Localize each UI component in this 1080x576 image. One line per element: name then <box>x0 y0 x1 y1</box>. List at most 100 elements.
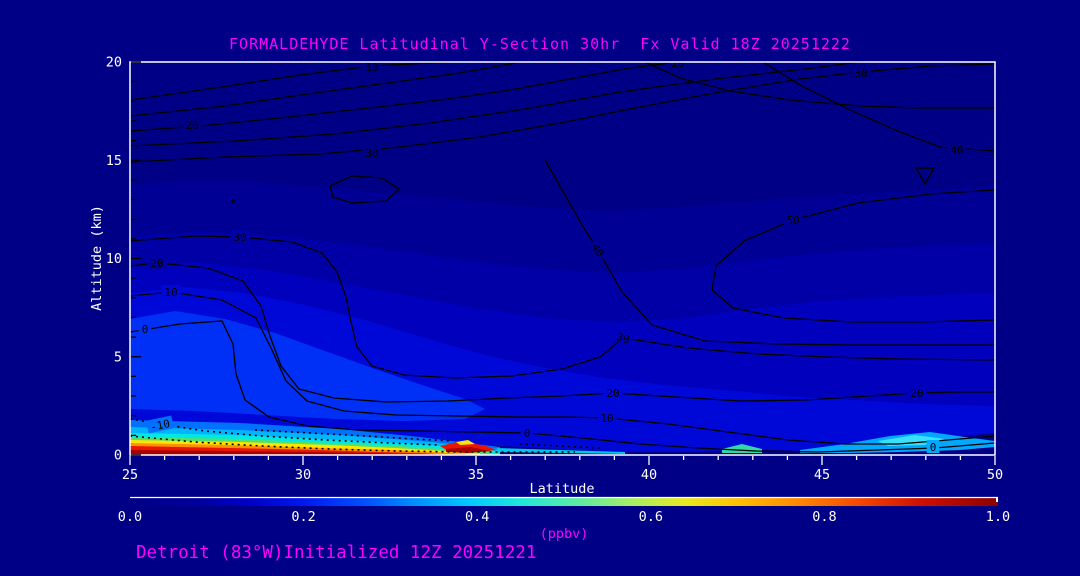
contour-label-bg <box>138 322 152 335</box>
plot-title: FORMALDEHYDE Latitudinal Y-Section 30hr … <box>229 35 851 53</box>
colorbar-tick-label: 0.0 <box>118 509 142 525</box>
contour-label-bg <box>947 143 967 156</box>
fill-region <box>130 311 485 421</box>
contour-line-dotted <box>130 435 575 453</box>
contour-label: 0 <box>138 322 152 336</box>
contour-label-text: 20 <box>671 57 684 70</box>
fill-region <box>497 448 625 454</box>
contour-line <box>130 320 995 453</box>
contour-label-text: 20 <box>606 387 619 400</box>
contour-dot-marker <box>231 199 235 203</box>
station-info: Detroit (83°W)Initialized 12Z 20251221 <box>136 543 537 563</box>
contour-label-text: 20 <box>910 387 923 400</box>
contour-label: 20 <box>182 118 202 132</box>
x-axis-title: Latitude <box>529 481 595 497</box>
colorbar-units-label: (ppbv) <box>539 526 589 542</box>
x-tick-label: 50 <box>987 467 1003 483</box>
y-tick-label: 15 <box>106 153 122 169</box>
plot-frame <box>129 61 996 456</box>
contour-label-bg <box>603 386 623 399</box>
contour-label-bg <box>611 328 635 347</box>
contour-label: 50 <box>783 213 803 227</box>
contour-label-text: 10 <box>164 286 177 299</box>
contour-label: 10 <box>362 61 382 74</box>
contour-label-text: 30 <box>365 147 378 160</box>
colorbar-tick-label: 0.2 <box>291 509 315 525</box>
contour-label: 10 <box>161 285 181 299</box>
colorbar-tick-label: 0.4 <box>465 509 489 525</box>
contour-label: 30 <box>611 328 635 347</box>
y-tick-label: 0 <box>114 448 122 464</box>
contour-label-text: 0 <box>524 427 531 440</box>
contour-line <box>130 62 522 117</box>
contour-label-text: 50 <box>786 214 799 227</box>
contour-label-text: 40 <box>588 241 606 259</box>
contour-label-bg <box>161 285 181 298</box>
contour-label-text: 30 <box>233 231 246 244</box>
triangle-marker <box>914 167 936 186</box>
x-tick-label: 30 <box>295 467 311 483</box>
y-tick-label: 10 <box>106 251 122 267</box>
contour-line <box>130 291 995 445</box>
contour-label-text: 10 <box>600 412 613 425</box>
contour-label-bg <box>668 62 688 69</box>
colorbar-tick-label: 0.8 <box>812 509 836 525</box>
contour-label: 30 <box>362 146 382 160</box>
contour-label: 10 <box>597 411 617 425</box>
contour-label-bg <box>587 238 610 262</box>
contour-label-bg <box>145 415 174 434</box>
colorbar-tick-label: 1.0 <box>986 509 1010 525</box>
field-group: 10 20 30 20 30 40 50 30 20 10 0 40 30 20 10 0 20 0 -10 <box>130 57 995 455</box>
contour-line <box>329 175 401 204</box>
contour-label: 20 <box>668 57 688 70</box>
fill-region <box>456 440 475 445</box>
contour-label-text: -10 <box>149 417 171 434</box>
contour-label-text: 10 <box>365 61 378 74</box>
fill-region <box>446 447 491 453</box>
contour-label-bg <box>362 146 382 159</box>
contour-label-text: 20 <box>185 119 198 132</box>
contour-label-bg <box>926 440 940 453</box>
contour-line <box>711 189 995 323</box>
contour-label: 40 <box>587 238 610 262</box>
y-axis-title: Altitude (km) <box>89 205 105 311</box>
contour-label-bg <box>182 118 202 131</box>
contour-label-text: 30 <box>614 330 631 347</box>
contour-label-bg <box>907 386 927 399</box>
contour-label: 20 <box>907 386 927 400</box>
contour-label: 40 <box>947 143 967 157</box>
contour-label-bg <box>230 230 250 243</box>
contour-label: 0 <box>926 440 940 454</box>
fill-region <box>130 450 430 455</box>
contour-label: 30 <box>230 230 250 244</box>
contour-label: 30 <box>851 66 871 80</box>
x-tick-label: 35 <box>468 467 484 483</box>
contour-label-text: 20 <box>150 257 163 270</box>
contour-line <box>130 63 995 163</box>
x-tick-label: 45 <box>814 467 830 483</box>
contour-label-bg <box>851 66 871 79</box>
contour-label-text: 40 <box>950 144 963 157</box>
contour-label-text: 0 <box>930 441 937 454</box>
contour-label-bg <box>783 213 803 226</box>
contour-label-bg <box>147 256 167 269</box>
contour-label-bg <box>597 411 617 424</box>
contour-line <box>544 159 995 346</box>
colorbar <box>130 498 998 506</box>
contour-line <box>130 62 458 101</box>
contour-line <box>130 235 995 379</box>
contour-label: -10 <box>145 415 174 434</box>
contour-label-bg <box>362 62 382 73</box>
y-tick-label: 20 <box>106 55 122 71</box>
colorbar-tick-label: 0.6 <box>639 509 663 525</box>
contour-line <box>130 62 681 132</box>
contour-line <box>130 62 863 147</box>
contour-label-text: 0 <box>142 323 149 336</box>
contour-label: 0 <box>520 426 534 440</box>
contour-line-dotted <box>519 443 601 449</box>
contour-label-text: 30 <box>854 67 867 80</box>
contour-label: 20 <box>147 256 167 270</box>
contour-label: 20 <box>603 386 623 400</box>
